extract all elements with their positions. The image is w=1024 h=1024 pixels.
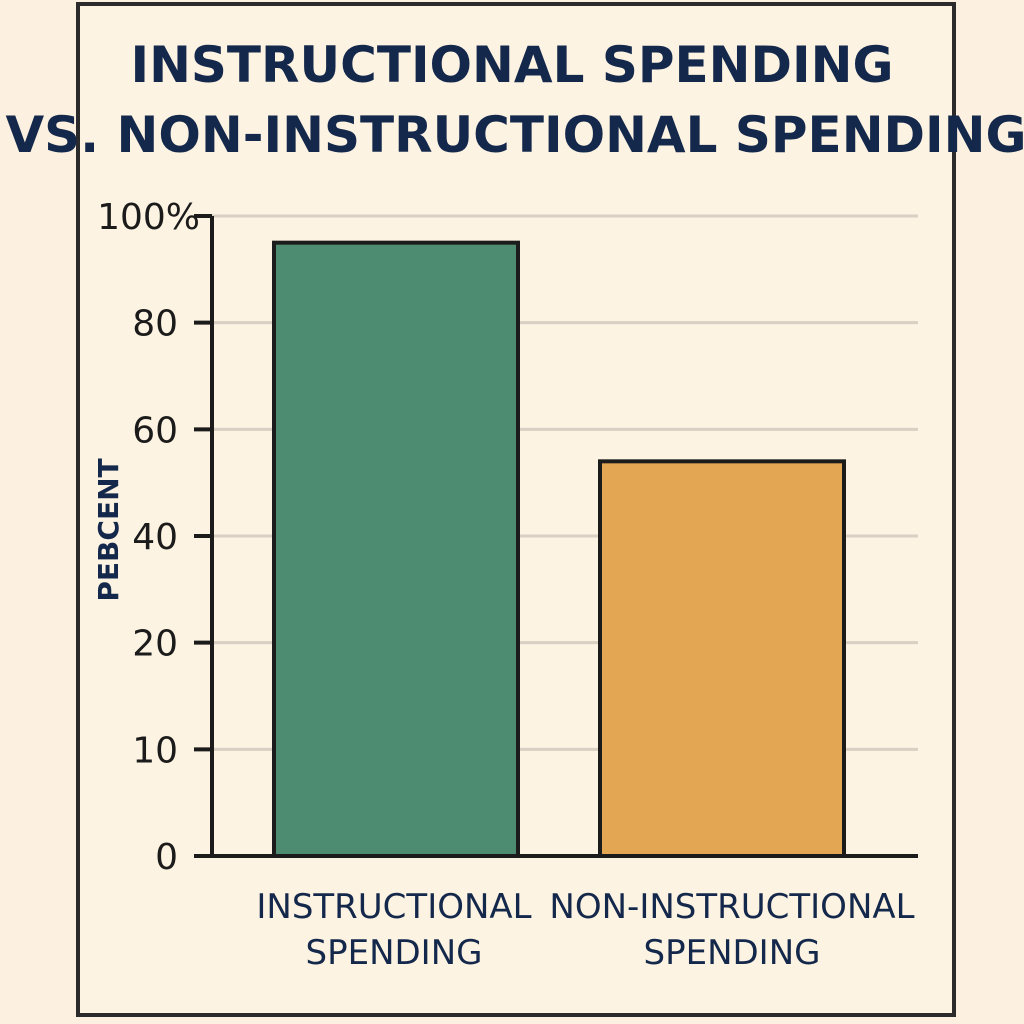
x-category-label: SPENDING	[644, 933, 821, 973]
y-axis-ticks: 0 10 20 40 60 80 100%	[97, 197, 212, 878]
y-tick-label: 40	[132, 517, 178, 558]
x-axis-categories: INSTRUCTIONAL SPENDING NON-INSTRUCTIONAL SP…	[256, 887, 914, 973]
chart-title: INSTRUCTIONAL SPENDING VS. NON-INSTRUCTI…	[5, 36, 1024, 164]
y-tick-label: 80	[132, 304, 178, 345]
chart-title-line-2: VS. NON-INSTRUCTIONAL SPENDING	[5, 106, 1024, 164]
x-category-label: INSTRUCTIONAL	[256, 887, 531, 927]
bars	[272, 240, 846, 858]
y-tick-label: 0	[155, 837, 178, 878]
x-category-label: NON-INSTRUCTIONAL	[549, 887, 914, 927]
y-tick-label: 60	[132, 410, 178, 451]
y-tick-label: 100%	[97, 197, 200, 238]
bar	[272, 240, 520, 858]
y-axis-label: PEBCENT	[92, 458, 125, 601]
x-category-label: SPENDING	[306, 933, 483, 973]
y-tick-label: 10	[132, 730, 178, 771]
chart-title-line-1: INSTRUCTIONAL SPENDING	[130, 36, 893, 94]
bar	[598, 459, 846, 858]
y-tick-label: 20	[132, 624, 178, 665]
